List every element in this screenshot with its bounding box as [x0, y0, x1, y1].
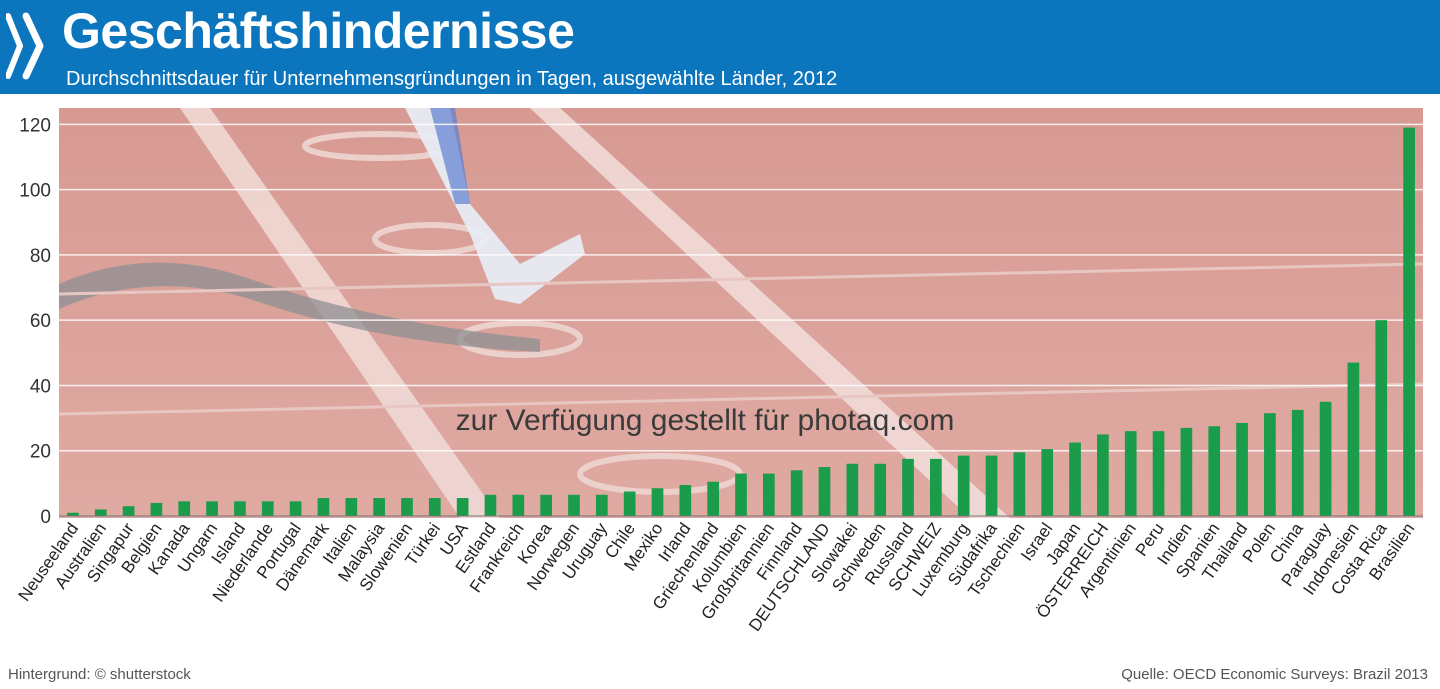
bar: [762, 473, 775, 516]
bar: [651, 488, 664, 516]
bar: [679, 484, 692, 516]
y-tick-label: 120: [19, 115, 51, 136]
bar: [1347, 362, 1360, 516]
y-tick-label: 100: [19, 181, 51, 202]
bar: [930, 458, 942, 516]
bar: [707, 481, 720, 516]
bar: [1319, 401, 1332, 516]
bar: [1403, 127, 1415, 516]
bar: [1097, 434, 1109, 516]
x-axis-labels: NeuseelandAustralienSingapurBelgienKanad…: [15, 519, 1419, 635]
bar: [428, 498, 441, 516]
chart-subtitle: Durchschnittsdauer für Unternehmensgründ…: [66, 68, 838, 90]
bar: [345, 498, 358, 516]
bar: [568, 494, 580, 516]
bar: [874, 463, 887, 516]
bar: [1236, 422, 1248, 516]
bar: [401, 498, 413, 516]
bar: [957, 455, 970, 516]
y-tick-label: 80: [30, 246, 51, 267]
bar: [456, 498, 469, 516]
bar: [67, 512, 79, 516]
bar: [1291, 409, 1304, 516]
bar: [818, 467, 831, 516]
bar: [512, 494, 525, 516]
source-note: Quelle: OECD Economic Surveys: Brazil 20…: [1121, 666, 1428, 683]
bar: [1375, 320, 1388, 516]
bar: [1152, 431, 1165, 516]
bar-chart: 0 20 40 60 80 100 120 NeuseelandAustralienSing…: [15, 108, 1423, 635]
bar: [1180, 427, 1193, 516]
bar: [790, 470, 803, 516]
oecd-chevron-icon: [6, 12, 44, 80]
bar: [1124, 431, 1137, 516]
running-track-background: [59, 108, 1423, 518]
bar: [122, 506, 135, 516]
bar: [317, 498, 330, 516]
bar: [261, 501, 274, 516]
chart-title: Geschäftshindernisse: [62, 3, 575, 59]
y-axis-ticks: 0 20 40 60 80 100 120: [19, 115, 51, 528]
header-bar: Geschäftshindernisse Durchschnittsdauer …: [0, 0, 1440, 94]
bar: [595, 494, 608, 516]
y-tick-label: 20: [30, 442, 51, 463]
bar: [178, 501, 191, 516]
bar: [1208, 426, 1221, 516]
bar: [1013, 452, 1026, 516]
bar: [206, 501, 218, 516]
y-tick-label: 40: [30, 376, 51, 397]
bar: [902, 458, 914, 516]
bar: [623, 491, 636, 516]
bar: [94, 509, 107, 516]
bar: [1069, 442, 1081, 516]
bar: [1264, 413, 1276, 516]
bar: [234, 501, 246, 516]
bar: [150, 502, 163, 516]
image-credit: Hintergrund: © shutterstock: [8, 666, 191, 683]
bar: [289, 501, 302, 516]
bar: [540, 494, 552, 516]
bar: [735, 473, 747, 516]
bar: [1041, 449, 1054, 516]
bar: [985, 455, 998, 516]
y-tick-label: 0: [40, 507, 51, 528]
bar: [846, 463, 859, 516]
bar: [484, 494, 497, 516]
bars: [67, 127, 1415, 516]
watermark-text: zur Verfügung gestellt für photaq.com: [455, 404, 955, 437]
y-tick-label: 60: [30, 311, 51, 332]
bar: [373, 498, 385, 516]
grid-lines: [59, 123, 1423, 452]
